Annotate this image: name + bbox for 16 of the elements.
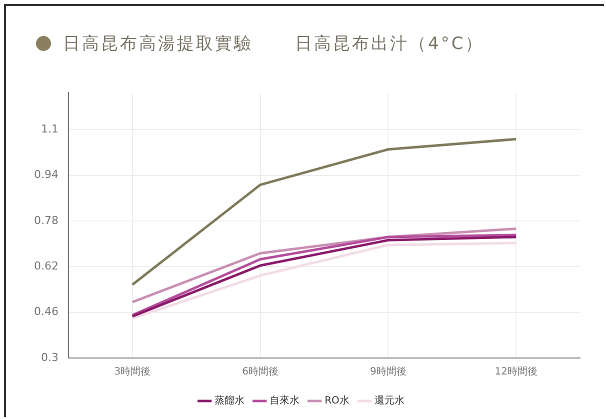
y-tick-label: 0.3 [40,350,58,364]
chart-title: 日高昆布高湯提取實驗 [63,33,253,55]
y-tick-label: 0.62 [34,260,58,273]
y-tick-label: 0.94 [34,168,58,182]
y-tick-label: 0.78 [34,214,58,227]
y-tick-label: 0.46 [34,305,58,318]
x-tick-label: 6時間後 [242,366,278,378]
legend-label: 還元水 [374,394,404,407]
legend-label: RO水 [324,394,350,407]
x-tick-label: 3時間後 [114,366,151,378]
y-tick-label: 1.1 [40,122,58,136]
x-tick-label: 12時間後 [494,366,538,378]
legend-label: 自來水 [270,394,300,407]
legend-label: 蒸餾水 [214,394,245,407]
x-tick-label: 9時間後 [370,366,406,378]
chart-subtitle: 日高昆布出汁（4°C） [295,33,484,55]
